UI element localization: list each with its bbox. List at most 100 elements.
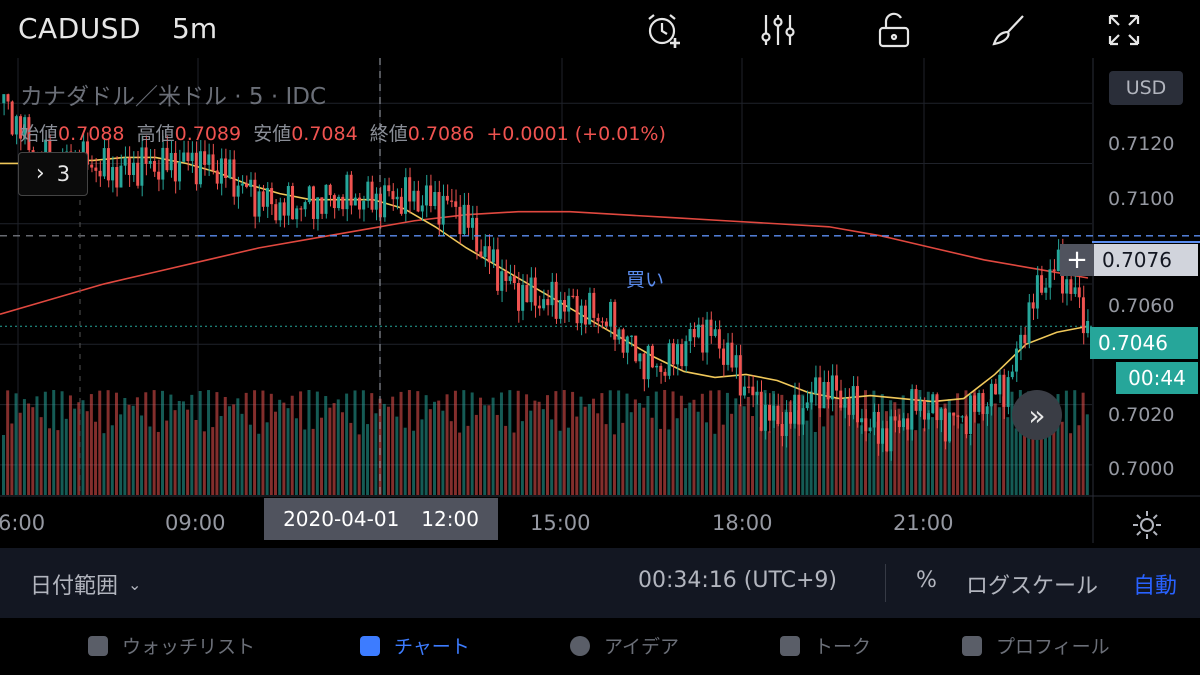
nav-ideas[interactable]: アイデア <box>570 632 679 659</box>
candle-body <box>504 271 508 282</box>
candle-body <box>609 301 613 327</box>
volume-bar <box>1014 428 1018 495</box>
price-label: 0.7020 <box>1108 404 1175 426</box>
candle-body <box>830 375 834 400</box>
brush-icon[interactable] <box>986 8 1030 52</box>
candle-body <box>257 191 261 217</box>
candle-body <box>772 405 776 421</box>
unlock-icon[interactable] <box>872 8 916 52</box>
candle-body <box>671 343 675 365</box>
buy-order-label[interactable]: 買い <box>626 269 665 291</box>
volume-bar <box>328 407 332 495</box>
volume-bar <box>897 408 901 495</box>
volume-bar <box>968 434 972 495</box>
volume-bar <box>822 426 826 495</box>
volume-bar <box>529 410 533 495</box>
candle-body <box>613 301 617 340</box>
volume-bar <box>282 402 286 495</box>
candle-body <box>487 246 491 263</box>
candle-body <box>918 400 922 411</box>
candle-body <box>868 427 872 432</box>
chart-settings-gear-icon[interactable] <box>1130 508 1164 542</box>
candle-body <box>161 147 165 180</box>
volume-bar <box>935 396 939 495</box>
volume-bar <box>792 400 796 495</box>
candle-body <box>332 195 336 209</box>
ma-fast-line <box>0 156 1089 403</box>
volume-bar <box>671 391 675 495</box>
nav-label: トーク <box>814 636 872 658</box>
candle-body <box>1031 302 1035 309</box>
candle-body <box>843 398 847 408</box>
volume-bar <box>299 391 303 495</box>
nav-watchlist[interactable]: ウォッチリスト <box>88 632 255 659</box>
fullscreen-icon[interactable] <box>1102 8 1146 52</box>
candle-body <box>320 197 324 214</box>
volume-bar <box>294 418 298 495</box>
volume-bar <box>462 390 466 495</box>
volume-bar <box>784 409 788 495</box>
volume-bar <box>797 410 801 495</box>
crosshair-plus-icon[interactable]: + <box>1060 244 1094 276</box>
candle-body <box>245 183 248 187</box>
candle-body <box>169 152 173 171</box>
volume-bar <box>320 417 324 495</box>
volume-bar <box>700 393 704 495</box>
candle-body <box>973 395 977 412</box>
volume-bar <box>947 399 951 495</box>
percent-scale-button[interactable]: % <box>916 568 937 593</box>
currency-badge[interactable]: USD <box>1109 71 1183 105</box>
volume-bar <box>767 431 771 495</box>
volume-bar <box>939 407 943 495</box>
close-label: 終値 <box>369 123 408 145</box>
candle-body <box>470 217 474 228</box>
candle-body <box>316 197 320 219</box>
volume-bar <box>587 403 591 495</box>
candle-body <box>1086 320 1090 334</box>
volume-bar <box>1031 418 1035 495</box>
candle-body <box>847 398 851 415</box>
candle-body <box>604 321 608 327</box>
nav-profile[interactable]: プロフィール <box>962 632 1110 659</box>
candle-body <box>261 191 265 207</box>
auto-scale-button[interactable]: 自動 <box>1133 574 1178 599</box>
volume-bar <box>378 398 382 495</box>
candle-body <box>1010 371 1014 378</box>
volume-bar <box>985 412 989 495</box>
price-chart[interactable] <box>0 58 1200 543</box>
close-value: 0.7086 <box>407 123 475 145</box>
candle-body <box>311 186 315 219</box>
candle-body <box>537 305 541 309</box>
volume-bar <box>755 392 759 495</box>
candle-body <box>575 295 579 324</box>
volume-bar <box>274 411 277 495</box>
candle-body <box>851 386 855 415</box>
log-scale-button[interactable]: ログスケール <box>966 574 1099 599</box>
volume-bar <box>625 393 629 495</box>
volume-bar <box>173 410 177 495</box>
volume-bar <box>106 390 110 495</box>
candle-body <box>500 271 504 291</box>
candle-body <box>742 386 746 396</box>
candle-body <box>717 329 721 349</box>
candle-body <box>232 159 236 197</box>
scroll-to-realtime-button[interactable]: » <box>1012 390 1062 440</box>
timezone-clock[interactable]: 00:34:16 (UTC+9) <box>638 568 838 593</box>
candle-body <box>98 170 102 177</box>
symbol-name[interactable]: CADUSD <box>18 12 142 45</box>
nav-label: ウォッチリスト <box>122 636 256 658</box>
volume-bar <box>663 390 667 495</box>
date-range-button[interactable]: 日付範囲 ⌄ <box>30 568 141 600</box>
chart-area[interactable] <box>0 58 1200 543</box>
nav-chart[interactable]: チャート <box>360 632 470 659</box>
volume-bar <box>977 423 980 495</box>
chart-legend-title: カナダドル／米ドル · 5 · IDC <box>20 84 327 110</box>
alarm-add-icon[interactable] <box>642 8 686 52</box>
indicators-toggle-button[interactable]: › 3 <box>18 152 88 196</box>
volume-bar <box>771 391 775 495</box>
volume-bar <box>759 427 763 495</box>
candle-body <box>617 329 621 340</box>
indicator-settings-icon[interactable] <box>756 8 800 52</box>
interval-selector[interactable]: 5m <box>172 12 218 45</box>
nav-chat[interactable]: トーク <box>780 632 871 659</box>
